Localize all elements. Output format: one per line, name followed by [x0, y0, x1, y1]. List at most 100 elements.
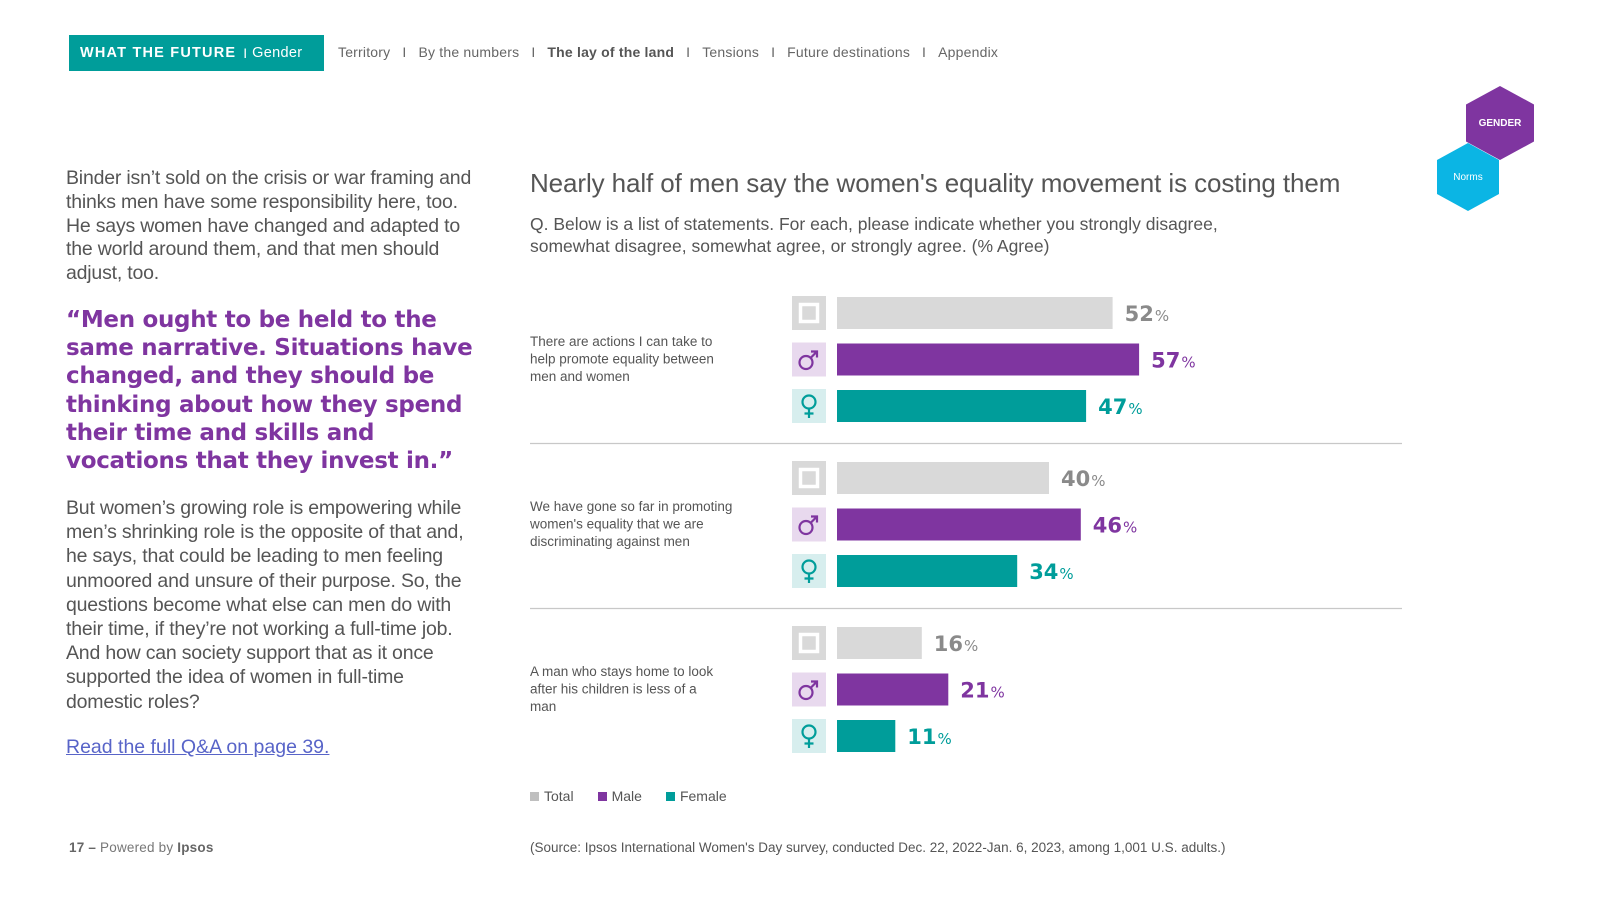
- male-icon-arrow: [809, 515, 819, 524]
- bar-male: [837, 673, 949, 706]
- total-icon: [798, 467, 820, 489]
- female-icon-cross: [804, 738, 814, 748]
- category-label-line: There are actions I can take to: [530, 334, 712, 349]
- data-label: 47%: [1098, 395, 1143, 419]
- data-label-unit: %: [938, 730, 952, 748]
- legend-swatch: [597, 791, 607, 801]
- category-label: We have gone so far in promoting women's …: [529, 499, 732, 549]
- total-icon: [798, 632, 820, 654]
- category-label-line: help promote equality between: [530, 352, 714, 367]
- data-label-value: 21: [960, 679, 989, 703]
- data-label: 46%: [1093, 514, 1138, 538]
- gender-badge[interactable]: GENDER: [1466, 86, 1534, 160]
- body-paragraph: But women’s growing role is empowering w…: [66, 497, 464, 713]
- source-note: (Source: Ipsos International Women's Day…: [530, 840, 1226, 855]
- section-nav: Territory I By the numbers I The lay of the …: [338, 44, 998, 60]
- data-label-value: 34: [1029, 560, 1058, 584]
- nav-link-by-the-numbers[interactable]: By the numbers: [418, 44, 520, 60]
- hexagon-shape: [1466, 86, 1534, 160]
- bar-female: [837, 390, 1087, 422]
- data-label: 11%: [907, 725, 952, 749]
- data-label-unit: %: [1059, 565, 1073, 583]
- data-label: 16%: [934, 632, 979, 656]
- male-icon-arrow: [809, 680, 819, 689]
- data-label-value: 57: [1151, 349, 1180, 373]
- category-label-line: after his children is less of a: [530, 682, 697, 697]
- footer-credit: 17 – Powered by Ipsos: [69, 840, 214, 855]
- bar-male: [837, 343, 1140, 376]
- bar-total: [837, 297, 1113, 329]
- category-label-line: man: [530, 699, 556, 714]
- legend-swatch: [530, 791, 539, 801]
- bar-total: [837, 627, 922, 659]
- category-label-line: discriminating against men: [530, 534, 690, 549]
- total-icon: [798, 302, 820, 324]
- chart-legend: Total Male Female: [530, 788, 751, 804]
- male-icon-bg: [792, 342, 826, 377]
- male-icon: [798, 354, 814, 371]
- page-number: 17 –: [69, 840, 97, 855]
- bar-female: [837, 555, 1018, 587]
- female-icon-cross: [804, 573, 814, 583]
- chart-title: Nearly half of men say the women's equal…: [530, 168, 1341, 198]
- data-label: 21%: [960, 679, 1005, 703]
- bar-female: [837, 720, 896, 752]
- data-label-unit: %: [964, 637, 978, 655]
- data-label-unit: %: [1128, 400, 1142, 418]
- category-label-line: women's equality that we are: [529, 517, 704, 532]
- data-label-unit: %: [1091, 472, 1105, 490]
- powered-by-text: Powered by: [100, 840, 174, 855]
- data-label-value: 40: [1061, 467, 1090, 491]
- nav-link-appendix[interactable]: Appendix: [938, 44, 999, 60]
- nav-separator: I: [531, 44, 536, 60]
- legend-item-total: Total: [530, 788, 574, 804]
- nav-separator: I: [771, 44, 776, 60]
- category-label-line: A man who stays home to look: [530, 664, 713, 679]
- brand-separator: I: [243, 45, 248, 61]
- data-label: 40%: [1061, 467, 1106, 491]
- data-label-value: 16: [934, 632, 963, 656]
- hexagon-shape: [1437, 143, 1499, 211]
- nav-separator: I: [922, 44, 927, 60]
- data-label: 57%: [1151, 349, 1196, 373]
- category-label: There are actions I can take to help prom…: [530, 334, 714, 384]
- data-label-unit: %: [991, 684, 1005, 702]
- male-icon: [798, 684, 814, 701]
- nav-link-tensions[interactable]: Tensions: [702, 44, 760, 60]
- total-icon-bg: [792, 461, 826, 495]
- category-label-line: We have gone so far in promoting: [530, 499, 732, 514]
- read-more-link[interactable]: Read the full Q&A on page 39.: [66, 736, 330, 758]
- footer-brand: Ipsos: [177, 840, 214, 855]
- brand-section: Gender: [252, 45, 303, 61]
- category-label: A man who stays home to look after his ch…: [530, 664, 713, 714]
- bar-male: [837, 508, 1081, 541]
- data-label-unit: %: [1123, 519, 1137, 537]
- pull-quote: “Men ought to be held to the same narrat…: [66, 307, 473, 475]
- legend-label: Female: [679, 788, 727, 804]
- nav-link-future-destinations[interactable]: Future destinations: [787, 44, 911, 60]
- category-label-line: men and women: [530, 369, 630, 384]
- male-icon: [798, 519, 814, 536]
- norms-badge[interactable]: Norms: [1437, 143, 1499, 211]
- male-icon-bg: [792, 507, 826, 542]
- female-icon-cross: [804, 408, 814, 418]
- male-icon-arrow: [809, 350, 819, 359]
- gender-badge-label: GENDER: [1478, 117, 1522, 129]
- legend-swatch: [665, 791, 675, 801]
- brand-tag[interactable]: WHAT THE FUTURE I Gender: [69, 35, 324, 71]
- total-icon-bg: [792, 626, 826, 660]
- nav-link-the-lay-of-the-land[interactable]: The lay of the land: [547, 44, 675, 60]
- nav-link-territory[interactable]: Territory: [338, 44, 391, 60]
- data-label-value: 52: [1125, 302, 1154, 326]
- bar-total: [837, 462, 1049, 494]
- legend-label: Total: [544, 788, 574, 804]
- norms-badge-label: Norms: [1453, 171, 1483, 183]
- chart-question: Q. Below is a list of statements. For ea…: [530, 214, 1218, 256]
- data-label-unit: %: [1181, 354, 1195, 372]
- legend-item-female: Female: [665, 788, 727, 804]
- data-label: 52%: [1125, 302, 1170, 326]
- data-label-value: 46: [1093, 514, 1122, 538]
- male-icon-bg: [792, 672, 826, 707]
- nav-separator: I: [402, 44, 407, 60]
